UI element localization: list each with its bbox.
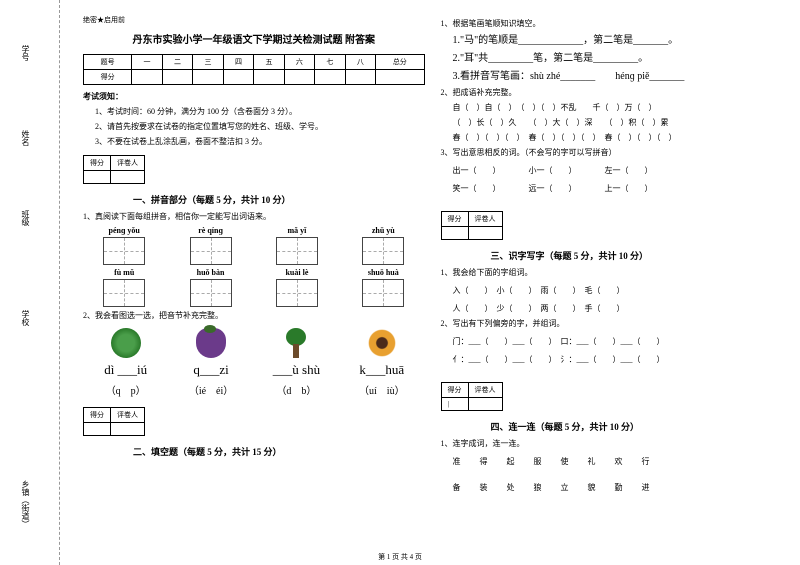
pinyin-label: pénɡ yǒu <box>83 226 165 235</box>
c2-q2-line: 自（ ）自（ ） （ ）（ ）不乱 千（ ）万（ ） <box>453 102 783 114</box>
globe-icon <box>111 328 141 358</box>
img-label: k___huā <box>339 362 424 378</box>
th: 总分 <box>376 55 424 70</box>
section-2-title: 二、填空题（每题 5 分，共计 15 分） <box>133 445 425 458</box>
image-row: dì ___iú （q p） q___zi （ié éi） ___ù shù （d b… <box>83 328 425 397</box>
pinyin-label: shuō huà <box>342 268 424 277</box>
c2-q2-line: 春（ ）（ ）（ ） 春（ ）（ ）（ ） 春（ ）（ ）（ ） <box>453 132 783 144</box>
s4-q1: 1、连字成词，连一连。 <box>441 438 783 450</box>
img-brackets: （ié éi） <box>168 382 253 397</box>
img-brackets: （q p） <box>83 382 168 397</box>
c2-q3: 3、写出意思相反的词。（不会写的字可以写拼音） <box>441 147 783 159</box>
pinyin-row-1: pénɡ yǒu rè qínɡ mǎ yǐ zhū yù <box>83 226 425 265</box>
char-box <box>103 237 145 265</box>
score-box: 得分评卷人 <box>441 211 503 240</box>
c2-q2-line: （ ）长（ ）久 （ ）大（ ）深 （ ）积（ ）累 <box>453 117 783 129</box>
binding-margin: 学号 姓名 班级 学校 乡镇（街道） <box>0 0 60 565</box>
notice-item: 3、不要在试卷上乱涂乱画，卷面不整洁扣 3 分。 <box>95 136 425 148</box>
score-box: 得分评卷人 <box>83 155 145 184</box>
s3-q1: 1、我会给下面的字组词。 <box>441 267 783 279</box>
exam-title: 丹东市实验小学一年级语文下学期过关检测试题 附答案 <box>83 31 425 46</box>
s3-q2: 2、写出有下列偏旁的字，并组词。 <box>441 318 783 330</box>
margin-label: 学校 <box>20 310 31 326</box>
pinyin-label: rè qínɡ <box>169 226 251 235</box>
th: 三 <box>193 55 223 70</box>
c2-q3-line: 笑一（ ） 远一（ ） 上一（ ） <box>453 183 783 195</box>
s3-line: 入（ ） 小（ ） 雨（ ） 毛（ ） <box>453 285 783 297</box>
pinyin-label: zhū yù <box>342 226 424 235</box>
s3-line: 门：___（ ）___（ ） 口：___（ ）___（ ） <box>453 336 783 348</box>
margin-label: 班级 <box>20 210 31 226</box>
th: 六 <box>284 55 314 70</box>
score-table: 题号 一 二 三 四 五 六 七 八 总分 得分 <box>83 54 425 85</box>
th: 一 <box>132 55 162 70</box>
th: 题号 <box>84 55 132 70</box>
img-label: q___zi <box>168 362 253 378</box>
margin-label: 学号 <box>20 45 31 61</box>
margin-label: 姓名 <box>20 130 31 146</box>
s4-row: 准 得 起 服 使 礼 欢 行 <box>453 456 783 468</box>
q1-intro: 1、真阅读下面每组拼音，相信你一定能写出词语来。 <box>83 211 425 223</box>
s3-line: 亻：___（ ）___（ ） 氵：___（ ）___（ ） <box>453 354 783 366</box>
th: 五 <box>254 55 284 70</box>
th: 八 <box>345 55 375 70</box>
pinyin-label: fù mǔ <box>83 268 165 277</box>
img-brackets: （uí iù） <box>339 382 424 397</box>
s4-row: 备 装 处 狼 立 貌 勤 进 <box>453 482 783 494</box>
th: 七 <box>315 55 345 70</box>
section-3-title: 三、识字写字（每题 5 分，共计 10 分） <box>491 249 783 262</box>
td: 得分 <box>84 70 132 85</box>
sunflower-icon <box>367 328 397 358</box>
img-brackets: （d b） <box>254 382 339 397</box>
tree-icon <box>281 328 311 358</box>
margin-label: 乡镇（街道） <box>20 480 31 528</box>
char-box <box>276 279 318 307</box>
c2-q1: 1、根据笔画笔顺知识填空。 <box>441 18 783 30</box>
notice-heading: 考试须知： <box>83 91 425 103</box>
eggplant-icon <box>196 328 226 358</box>
q2-intro: 2、我会看图选一选，把音节补充完整。 <box>83 310 425 322</box>
char-box <box>362 237 404 265</box>
th: 四 <box>223 55 253 70</box>
th: 二 <box>162 55 192 70</box>
char-box <box>362 279 404 307</box>
img-label: dì ___iú <box>83 362 168 378</box>
img-label: ___ù shù <box>254 362 339 378</box>
char-box <box>103 279 145 307</box>
pinyin-label: kuài lè <box>256 268 338 277</box>
pinyin-label: huǒ bàn <box>169 268 251 277</box>
c2-q3-line: 出一（ ） 小一（ ） 左一（ ） <box>453 165 783 177</box>
c2-q1-item: 2."耳"共_________笔，第二笔是_________。 <box>453 51 783 66</box>
pinyin-row-2: fù mǔ huǒ bàn kuài lè shuō huà <box>83 268 425 307</box>
right-column: 1、根据笔画笔顺知识填空。 1."马"的笔顺是_____________，第二笔… <box>433 15 791 560</box>
section-4-title: 四、连一连（每题 5 分，共计 10 分） <box>491 420 783 433</box>
score-box: 得分评卷人 <box>83 407 145 436</box>
s3-line: 人（ ） 少（ ） 两（ ） 手（ ） <box>453 303 783 315</box>
pinyin-label: mǎ yǐ <box>256 226 338 235</box>
confidential-label: 绝密★启用前 <box>83 15 425 25</box>
left-column: 绝密★启用前 丹东市实验小学一年级语文下学期过关检测试题 附答案 题号 一 二 … <box>75 15 433 560</box>
c2-q1-item: 3.看拼音写笔画：shù zhé_______ hénɡ piě_______ <box>453 69 783 84</box>
c2-q1-item: 1."马"的笔顺是_____________，第二笔是_______。 <box>453 33 783 48</box>
notice-item: 1、考试时间：60 分钟，满分为 100 分（含卷面分 3 分）。 <box>95 106 425 118</box>
char-box <box>190 279 232 307</box>
char-box <box>190 237 232 265</box>
score-box: 得分评卷人 | <box>441 382 503 411</box>
section-1-title: 一、拼音部分（每题 5 分，共计 10 分） <box>133 193 425 206</box>
char-box <box>276 237 318 265</box>
page-footer: 第 1 页 共 4 页 <box>0 552 800 562</box>
notice-item: 2、请首先按要求在试卷的指定位置填写您的姓名、班级、学号。 <box>95 121 425 133</box>
c2-q2: 2、把成语补充完整。 <box>441 87 783 99</box>
